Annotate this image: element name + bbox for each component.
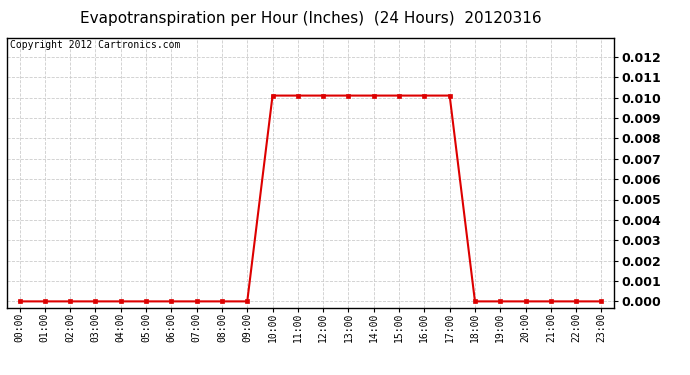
Text: Copyright 2012 Cartronics.com: Copyright 2012 Cartronics.com [10, 40, 180, 50]
Text: Evapotranspiration per Hour (Inches)  (24 Hours)  20120316: Evapotranspiration per Hour (Inches) (24… [79, 11, 542, 26]
